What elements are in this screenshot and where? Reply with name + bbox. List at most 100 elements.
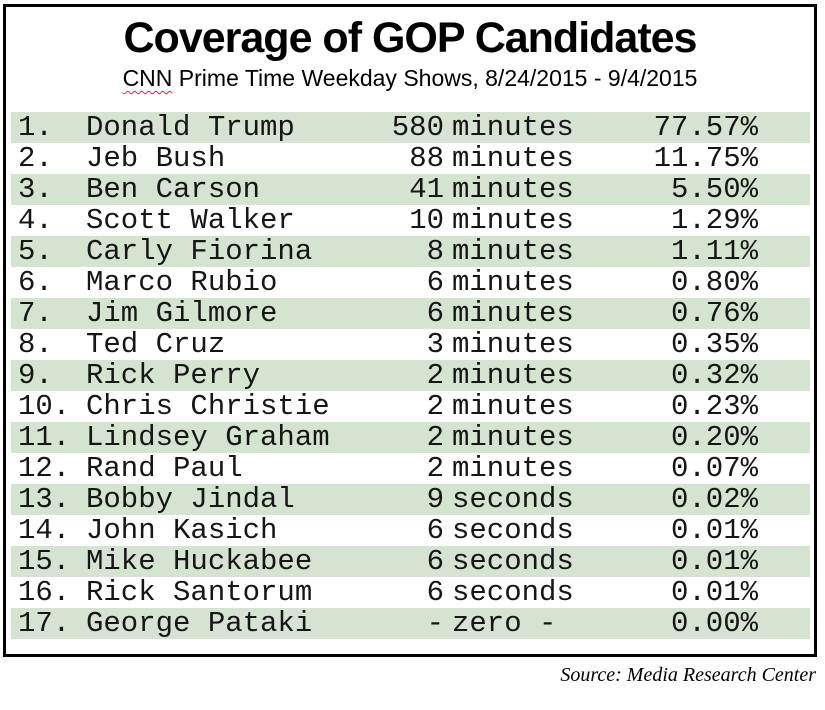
coverage-unit-cell: seconds [452, 545, 574, 578]
rank-cell: 6. [18, 266, 53, 299]
share-percent-cell: 0.80% [670, 266, 758, 299]
share-percent-cell: 0.00% [670, 607, 758, 640]
rank-cell: 4. [18, 204, 53, 237]
table-row: 9. Rick Perry 2 minutes 0.32% [11, 360, 810, 391]
table-row: 11. Lindsey Graham 2 minutes 0.20% [11, 422, 810, 453]
candidate-name-cell: Carly Fiorina [86, 235, 313, 268]
chart-title: Coverage of GOP Candidates [123, 14, 698, 62]
coverage-amount-cell: 6 [426, 297, 444, 330]
coverage-unit-cell: minutes [452, 421, 574, 454]
coverage-amount-cell: 580 [391, 111, 444, 144]
candidate-name-cell: Bobby Jindal [86, 483, 295, 516]
share-percent-cell: 1.11% [670, 235, 758, 268]
rank-cell: 3. [18, 173, 53, 206]
candidate-name-cell: Lindsey Graham [86, 421, 330, 454]
rank-cell: 12. [18, 452, 71, 485]
coverage-unit-cell: minutes [452, 111, 574, 144]
coverage-unit-cell: seconds [452, 514, 574, 547]
share-percent-cell: 0.01% [670, 545, 758, 578]
coverage-unit-cell: minutes [452, 235, 574, 268]
coverage-unit-cell: minutes [452, 142, 574, 175]
table-row: 4. Scott Walker 10 minutes 1.29% [11, 205, 810, 236]
table-row: 3. Ben Carson 41 minutes 5.50% [11, 174, 810, 205]
coverage-amount-cell: 6 [426, 266, 444, 299]
coverage-amount-cell: 2 [426, 390, 444, 423]
table-row: 7. Jim Gilmore 6 minutes 0.76% [11, 298, 810, 329]
source-credit: Source: Media Research Center [560, 664, 816, 686]
coverage-amount-cell: 9 [426, 483, 444, 516]
rank-cell: 5. [18, 235, 53, 268]
table-row: 5. Carly Fiorina 8 minutes 1.11% [11, 236, 810, 267]
table-row: 16. Rick Santorum 6 seconds 0.01% [11, 577, 810, 608]
share-percent-cell: 0.01% [670, 576, 758, 609]
coverage-unit-cell: minutes [452, 266, 574, 299]
coverage-unit-cell: seconds [452, 483, 574, 516]
coverage-unit-cell: seconds [452, 576, 574, 609]
coverage-amount-cell: 6 [426, 576, 444, 609]
subtitle-cnn-misspell-highlight: CNN [122, 65, 173, 91]
coverage-amount-cell: 2 [426, 452, 444, 485]
coverage-unit-cell: minutes [452, 297, 574, 330]
rank-cell: 16. [18, 576, 71, 609]
subtitle-rest: Prime Time Weekday Shows, 8/24/2015 - 9/… [172, 65, 698, 91]
coverage-amount-cell: 3 [426, 328, 444, 361]
table-row: 13. Bobby Jindal 9 seconds 0.02% [11, 484, 810, 515]
table-row: 10. Chris Christie 2 minutes 0.23% [11, 391, 810, 422]
table-row: 14. John Kasich 6 seconds 0.01% [11, 515, 810, 546]
coverage-amount-cell: 88 [409, 142, 444, 175]
rank-cell: 10. [18, 390, 71, 423]
share-percent-cell: 1.29% [670, 204, 758, 237]
coverage-unit-cell: minutes [452, 173, 574, 206]
rank-cell: 13. [18, 483, 71, 516]
candidate-name-cell: John Kasich [86, 514, 278, 547]
table-row: 17. George Pataki - zero - 0.00% [11, 608, 810, 639]
chart-subtitle: CNN Prime Time Weekday Shows, 8/24/2015 … [6, 65, 814, 92]
candidate-name-cell: Marco Rubio [86, 266, 278, 299]
share-percent-cell: 0.35% [670, 328, 758, 361]
rank-cell: 15. [18, 545, 71, 578]
share-percent-cell: 0.01% [670, 514, 758, 547]
candidate-name-cell: Jeb Bush [86, 142, 226, 175]
share-percent-cell: 11.75% [653, 142, 758, 175]
coverage-unit-cell: minutes [452, 452, 574, 485]
table-row: 8. Ted Cruz 3 minutes 0.35% [11, 329, 810, 360]
table-row: 2. Jeb Bush 88 minutes 11.75% [11, 143, 810, 174]
coverage-amount-cell: - [426, 607, 444, 640]
candidate-name-cell: Mike Huckabee [86, 545, 313, 578]
candidate-name-cell: Rand Paul [86, 452, 243, 485]
coverage-unit-cell: minutes [452, 359, 574, 392]
share-percent-cell: 0.07% [670, 452, 758, 485]
candidate-name-cell: Chris Christie [86, 390, 330, 423]
coverage-amount-cell: 6 [426, 545, 444, 578]
share-percent-cell: 0.32% [670, 359, 758, 392]
candidate-name-cell: Donald Trump [86, 111, 295, 144]
rank-cell: 17. [18, 607, 71, 640]
share-percent-cell: 0.02% [670, 483, 758, 516]
rank-cell: 7. [18, 297, 53, 330]
coverage-unit-cell: minutes [452, 204, 574, 237]
coverage-amount-cell: 10 [409, 204, 444, 237]
table-row: 12. Rand Paul 2 minutes 0.07% [11, 453, 810, 484]
candidate-name-cell: George Pataki [86, 607, 313, 640]
candidate-name-cell: Rick Perry [86, 359, 261, 392]
coverage-amount-cell: 41 [409, 173, 444, 206]
rank-cell: 11. [18, 421, 71, 454]
rank-cell: 2. [18, 142, 53, 175]
rank-cell: 9. [18, 359, 53, 392]
coverage-unit-cell: zero - [452, 607, 557, 640]
rank-cell: 8. [18, 328, 53, 361]
coverage-unit-cell: minutes [452, 390, 574, 423]
candidate-name-cell: Ted Cruz [86, 328, 226, 361]
candidate-name-cell: Rick Santorum [86, 576, 313, 609]
coverage-unit-cell: minutes [452, 328, 574, 361]
table-row: 6. Marco Rubio 6 minutes 0.80% [11, 267, 810, 298]
share-percent-cell: 0.20% [670, 421, 758, 454]
coverage-amount-cell: 8 [426, 235, 444, 268]
table-frame: Coverage of GOP Candidates CNN Prime Tim… [3, 4, 817, 657]
candidate-name-cell: Ben Carson [86, 173, 261, 206]
coverage-amount-cell: 2 [426, 359, 444, 392]
coverage-amount-cell: 2 [426, 421, 444, 454]
candidate-table: 1. Donald Trump 580 minutes 77.57% 2. Je… [11, 112, 810, 639]
share-percent-cell: 5.50% [670, 173, 758, 206]
share-percent-cell: 77.57% [653, 111, 758, 144]
